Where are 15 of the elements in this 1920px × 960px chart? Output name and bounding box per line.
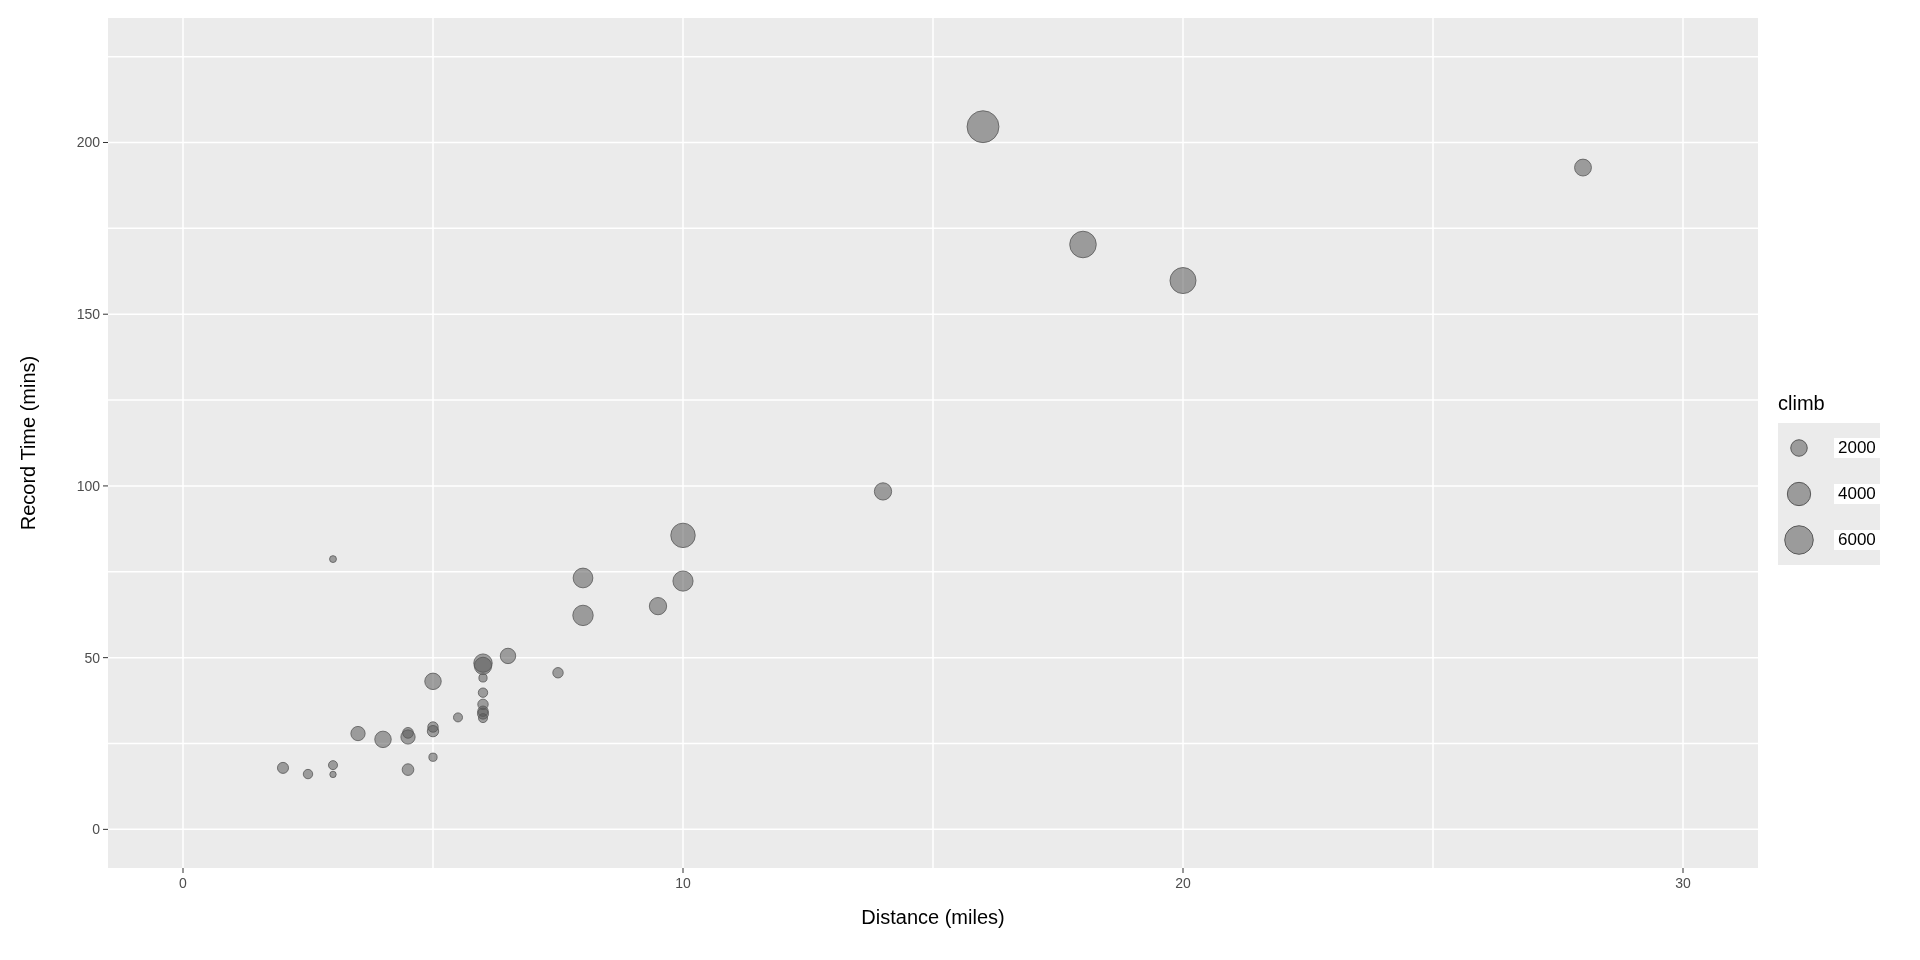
y-tick-label: 100 [76, 477, 101, 494]
legend-title: climb [1778, 391, 1826, 415]
y-tick-label: 0 [92, 821, 101, 838]
y-tick-label: 50 [84, 649, 101, 666]
y-axis-title: Record Time (mins) [17, 355, 40, 531]
x-axis-title: Distance (miles) [861, 906, 1005, 928]
y-tick-label: 200 [76, 134, 101, 151]
legend-label: 6000 [1834, 529, 1880, 550]
x-tick-label: 20 [1175, 875, 1191, 891]
x-tick-label: 10 [675, 875, 691, 891]
legend-label: 4000 [1834, 483, 1880, 504]
x-tick-label: 30 [1675, 875, 1691, 891]
y-tick-label: 150 [76, 306, 101, 323]
x-tick-label: 0 [179, 875, 188, 891]
legend-label: 2000 [1834, 437, 1880, 458]
